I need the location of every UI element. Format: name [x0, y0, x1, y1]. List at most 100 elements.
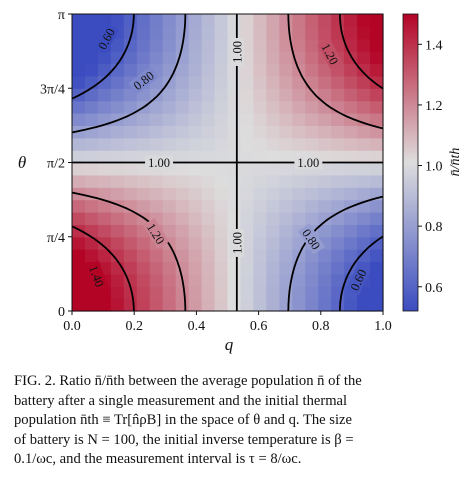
- heatmap-cell: [201, 261, 216, 275]
- heatmap-cell: [253, 150, 267, 164]
- heatmap-cell: [370, 249, 384, 263]
- heatmap-cell: [318, 26, 332, 40]
- contour-label-bg: [85, 260, 109, 292]
- heatmap-cell: [149, 38, 164, 52]
- heatmap-cell: [305, 187, 319, 201]
- heatmap-cell: [279, 199, 293, 213]
- heatmap-cell: [214, 100, 229, 114]
- heatmap-cell: [201, 14, 216, 27]
- heatmap-cell: [292, 88, 306, 102]
- heatmap-cell: [188, 298, 203, 312]
- heatmap-cell: [188, 113, 203, 126]
- heatmap-cell: [214, 125, 229, 139]
- heatmap-cell: [357, 100, 371, 114]
- heatmap-cell: [123, 212, 138, 225]
- heatmap-cell: [227, 113, 242, 126]
- heatmap-cell: [253, 63, 267, 77]
- heatmap-cell: [214, 236, 229, 250]
- heatmap-cell: [136, 187, 151, 201]
- heatmap-cell: [279, 26, 293, 40]
- colorbar-ticks: 0.6 0.8 1.0 1.2 1.4: [418, 38, 443, 296]
- heatmap-cell: [227, 174, 242, 188]
- heatmap-cell: [123, 88, 138, 102]
- heatmap-cell: [162, 113, 177, 126]
- heatmap-cell: [175, 100, 190, 114]
- heatmap-cell: [292, 113, 306, 126]
- heatmap-cell: [136, 236, 151, 250]
- heatmap-cell: [331, 88, 345, 102]
- heatmap-cell: [266, 26, 280, 40]
- heatmap-cell: [110, 14, 125, 27]
- heatmap-cell: [84, 249, 99, 263]
- heatmap-cell: [72, 100, 86, 114]
- heatmap-cell: [305, 14, 319, 27]
- heatmap-cell: [72, 75, 86, 89]
- heatmap-cell: [305, 100, 319, 114]
- heatmap-cell: [331, 174, 345, 188]
- heatmap-cell: [227, 212, 242, 225]
- heatmap-cell: [175, 137, 190, 151]
- colorbar-tick-label: 1.2: [425, 99, 443, 114]
- heatmap-cell: [331, 224, 345, 238]
- heatmap-cell: [344, 298, 358, 312]
- heatmap-cell: [149, 125, 164, 139]
- heatmap-cell: [97, 137, 112, 151]
- heatmap-cell: [279, 63, 293, 77]
- heatmap-cell: [370, 88, 384, 102]
- heatmap-cell: [266, 14, 280, 27]
- heatmap-cell: [162, 26, 177, 40]
- heatmap-cell: [175, 286, 190, 300]
- heatmap-cell: [344, 162, 358, 176]
- heatmap-cell: [97, 75, 112, 89]
- heatmap-cell: [110, 125, 125, 139]
- heatmap-cell: [344, 100, 358, 114]
- heatmap-cell: [331, 298, 345, 312]
- heatmap-cell: [370, 224, 384, 238]
- heatmap-cell: [214, 298, 229, 312]
- heatmap-cell: [188, 100, 203, 114]
- heatmap-cell: [279, 137, 293, 151]
- heatmap-cell: [331, 187, 345, 201]
- heatmap-cell: [305, 26, 319, 40]
- heatmap-cell: [149, 199, 164, 213]
- heatmap-cell: [149, 273, 164, 287]
- heatmap-cell: [253, 273, 267, 287]
- contour-line: [72, 191, 187, 311]
- heatmap-cell: [110, 224, 125, 238]
- heatmap-cell: [201, 100, 216, 114]
- heatmap-cell: [331, 113, 345, 126]
- heatmap-cell: [292, 100, 306, 114]
- heatmap-cell: [110, 174, 125, 188]
- heatmap-cell: [72, 51, 86, 65]
- heatmap-cell: [344, 137, 358, 151]
- heatmap-cell: [318, 88, 332, 102]
- heatmap-cell: [331, 199, 345, 213]
- heatmap-cell: [123, 224, 138, 238]
- heatmap-cell: [175, 199, 190, 213]
- heatmap-cell: [370, 162, 384, 176]
- heatmap-cell: [370, 137, 384, 151]
- heatmap-cell: [357, 51, 371, 65]
- contour-line: [72, 14, 187, 134]
- heatmap-cell: [72, 113, 86, 126]
- heatmap-cell: [110, 137, 125, 151]
- heatmap-cell: [110, 150, 125, 164]
- heatmap-cell: [305, 137, 319, 151]
- heatmap-cell: [305, 298, 319, 312]
- heatmap-cell: [253, 249, 267, 263]
- x-tick-label: 0.2: [125, 319, 143, 334]
- heatmap-cell: [240, 113, 255, 126]
- heatmap-cell: [188, 174, 203, 188]
- heatmap-cell: [305, 63, 319, 77]
- heatmap-cell: [331, 162, 345, 176]
- heatmap-cell: [97, 224, 112, 238]
- heatmap-cell: [97, 150, 112, 164]
- heatmap-cell: [149, 298, 164, 312]
- caption-line: 0.1/ωc, and the measurement interval is …: [14, 451, 302, 468]
- heatmap-cell: [84, 174, 99, 188]
- heatmap-cell: [214, 38, 229, 52]
- heatmap-cell: [201, 150, 216, 164]
- heatmap-cell: [97, 187, 112, 201]
- heatmap-cell: [214, 75, 229, 89]
- heatmap-cell: [240, 199, 255, 213]
